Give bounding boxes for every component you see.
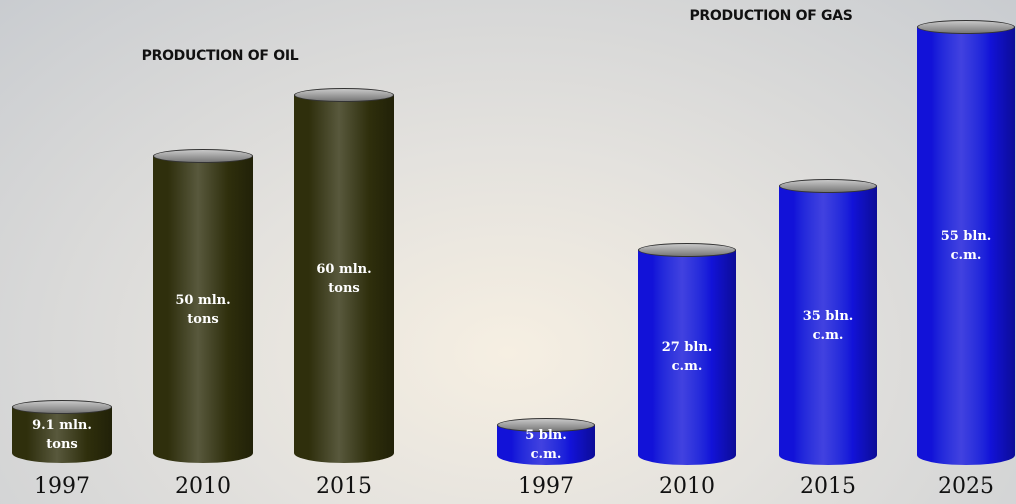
value-label: 55 bln. c.m. (940, 229, 992, 263)
bar-top (294, 88, 394, 102)
bar: 27 bln. c.m. (638, 242, 736, 465)
bar: 35 bln. c.m. (779, 179, 877, 465)
x-tick-label: 1997 (34, 474, 90, 499)
value-label: 50 mln. tons (175, 292, 231, 327)
bar-top (12, 400, 112, 415)
x-tick-label: 2010 (175, 474, 231, 499)
bar-top (497, 418, 595, 433)
x-tick-label: 2015 (316, 474, 372, 499)
x-tick-label: 2010 (659, 474, 715, 499)
x-tick-label: 1997 (518, 474, 574, 499)
bar: 9.1 mln. tons (12, 400, 112, 463)
bar-top (779, 179, 877, 194)
chart-title: PRODUCTION OF OIL (141, 48, 299, 64)
chart-title: PRODUCTION OF GAS (689, 8, 853, 24)
value-label: 9.1 mln. tons (32, 418, 92, 453)
bar-top (638, 242, 736, 257)
bar: 55 bln. c.m. (917, 20, 1015, 465)
value-label: 27 bln. c.m. (661, 340, 713, 375)
value-label: 5 bln. c.m. (525, 428, 567, 463)
bar: 50 mln. tons (153, 149, 253, 463)
x-tick-label: 2025 (938, 474, 994, 499)
x-tick-label: 2015 (800, 474, 856, 499)
bar-top (917, 20, 1015, 34)
bar-top (153, 149, 253, 164)
bar: 5 bln. c.m. (497, 418, 595, 465)
bar: 60 mln. tons (294, 88, 394, 463)
value-label: 60 mln. tons (316, 262, 372, 296)
value-label: 35 bln. c.m. (802, 308, 854, 343)
